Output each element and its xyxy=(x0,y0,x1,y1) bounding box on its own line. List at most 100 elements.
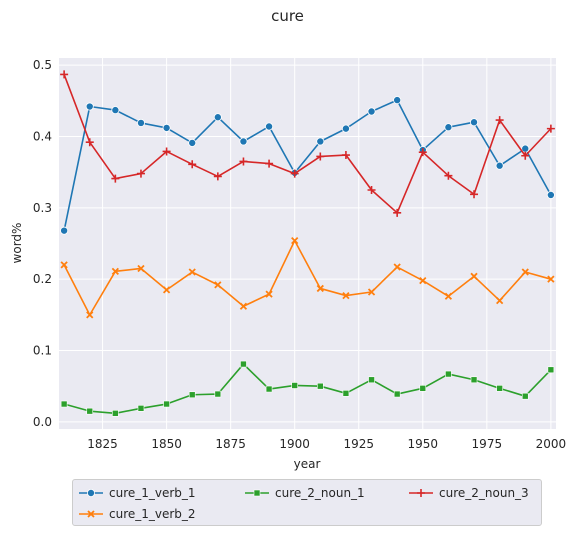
data-point xyxy=(521,151,530,160)
data-point xyxy=(367,107,376,116)
data-point xyxy=(470,190,479,199)
data-point xyxy=(214,390,222,398)
data-point xyxy=(547,275,555,283)
series-line xyxy=(63,99,552,231)
data-point xyxy=(495,116,504,125)
data-point xyxy=(188,391,196,399)
data-point xyxy=(86,407,94,415)
data-point xyxy=(496,385,503,392)
data-point xyxy=(367,288,376,296)
data-point xyxy=(290,169,299,178)
plot-background xyxy=(59,58,556,429)
data-point xyxy=(521,392,529,400)
data-point xyxy=(265,159,274,168)
legend: cure_1_verb_1 cure_1_verb_2 cure_2_noun_… xyxy=(72,479,542,526)
data-point xyxy=(393,390,401,398)
data-point xyxy=(60,400,68,408)
data-point xyxy=(546,190,555,199)
data-point xyxy=(85,102,94,111)
series-line xyxy=(63,239,552,316)
data-point xyxy=(214,281,222,289)
data-point xyxy=(137,405,145,412)
y-tick-labels: 0.0 0.1 0.2 0.3 0.4 0.5 xyxy=(33,58,52,429)
data-point xyxy=(547,366,555,374)
x-axis-label: year xyxy=(294,457,321,471)
data-point xyxy=(60,261,68,269)
y-tick-label: 0.4 xyxy=(33,129,52,143)
data-point xyxy=(112,410,119,417)
legend-label: cure_2_noun_1 xyxy=(275,486,365,500)
data-point xyxy=(393,263,401,271)
data-point xyxy=(367,185,376,194)
data-point xyxy=(240,360,247,368)
y-tick-label: 0.0 xyxy=(33,415,52,429)
data-point xyxy=(188,268,196,276)
legend-item-cure-2-noun-1: cure_2_noun_1 xyxy=(245,486,365,500)
legend-item-cure-1-verb-1: cure_1_verb_1 xyxy=(79,486,196,500)
grid-lines xyxy=(59,58,556,429)
data-point xyxy=(316,284,324,293)
data-point xyxy=(60,70,69,79)
data-point xyxy=(111,267,119,275)
data-point xyxy=(291,237,299,245)
data-point xyxy=(444,123,453,132)
data-point xyxy=(111,174,120,183)
data-point xyxy=(265,290,273,298)
data-point xyxy=(470,376,478,384)
x-tick-label: 1900 xyxy=(279,437,310,451)
data-point xyxy=(136,169,145,178)
data-point xyxy=(316,152,325,161)
x-tick-label: 1850 xyxy=(151,437,182,451)
legend-marker-x-icon xyxy=(79,510,103,518)
legend-marker-circle-icon xyxy=(79,489,103,497)
y-tick-label: 0.2 xyxy=(33,272,52,286)
data-point xyxy=(393,96,402,105)
data-point xyxy=(418,148,427,157)
legend-item-cure-2-noun-3: cure_2_noun_3 xyxy=(409,486,529,500)
data-point xyxy=(470,118,479,127)
data-point xyxy=(137,264,145,273)
x-tick-label: 1950 xyxy=(408,437,439,451)
data-point xyxy=(213,172,222,181)
data-point xyxy=(239,137,248,146)
data-point xyxy=(162,123,171,132)
y-tick-label: 0.5 xyxy=(33,58,52,72)
x-tick-label: 1975 xyxy=(472,437,503,451)
y-tick-label: 0.3 xyxy=(33,201,52,215)
legend-label: cure_1_verb_2 xyxy=(109,507,196,521)
legend-label: cure_2_noun_3 xyxy=(439,486,529,500)
data-point xyxy=(136,118,145,127)
data-point xyxy=(265,122,274,131)
series-cure_2_noun_1 xyxy=(60,360,555,417)
chart-title: cure xyxy=(271,7,304,25)
data-point xyxy=(342,291,350,300)
data-point xyxy=(470,272,478,280)
data-point xyxy=(162,147,171,156)
x-tick-label: 2000 xyxy=(536,437,567,451)
series-cure_2_noun_3 xyxy=(60,70,555,217)
x-tick-label: 1875 xyxy=(215,437,246,451)
series-line xyxy=(63,74,552,214)
legend-marker-square-icon xyxy=(245,489,269,497)
data-point xyxy=(213,113,222,122)
legend-label: cure_1_verb_1 xyxy=(109,486,196,500)
data-point xyxy=(546,124,555,133)
y-tick-label: 0.1 xyxy=(33,344,52,358)
data-point xyxy=(239,302,248,310)
data-point xyxy=(341,151,350,160)
data-point xyxy=(85,138,94,147)
data-point xyxy=(521,268,529,276)
data-point xyxy=(163,400,170,408)
data-point xyxy=(86,311,94,319)
data-point xyxy=(368,376,375,384)
data-point xyxy=(188,160,197,169)
series-group xyxy=(60,70,555,417)
data-point xyxy=(445,370,452,378)
data-point xyxy=(291,382,298,389)
data-point xyxy=(60,226,69,235)
legend-marker-plus-icon xyxy=(409,489,433,497)
data-point xyxy=(316,137,325,146)
data-point xyxy=(188,138,197,147)
x-tick-labels: 1825 1850 1875 1900 1925 1950 1975 2000 xyxy=(87,437,566,451)
y-axis-label: word% xyxy=(10,223,24,264)
